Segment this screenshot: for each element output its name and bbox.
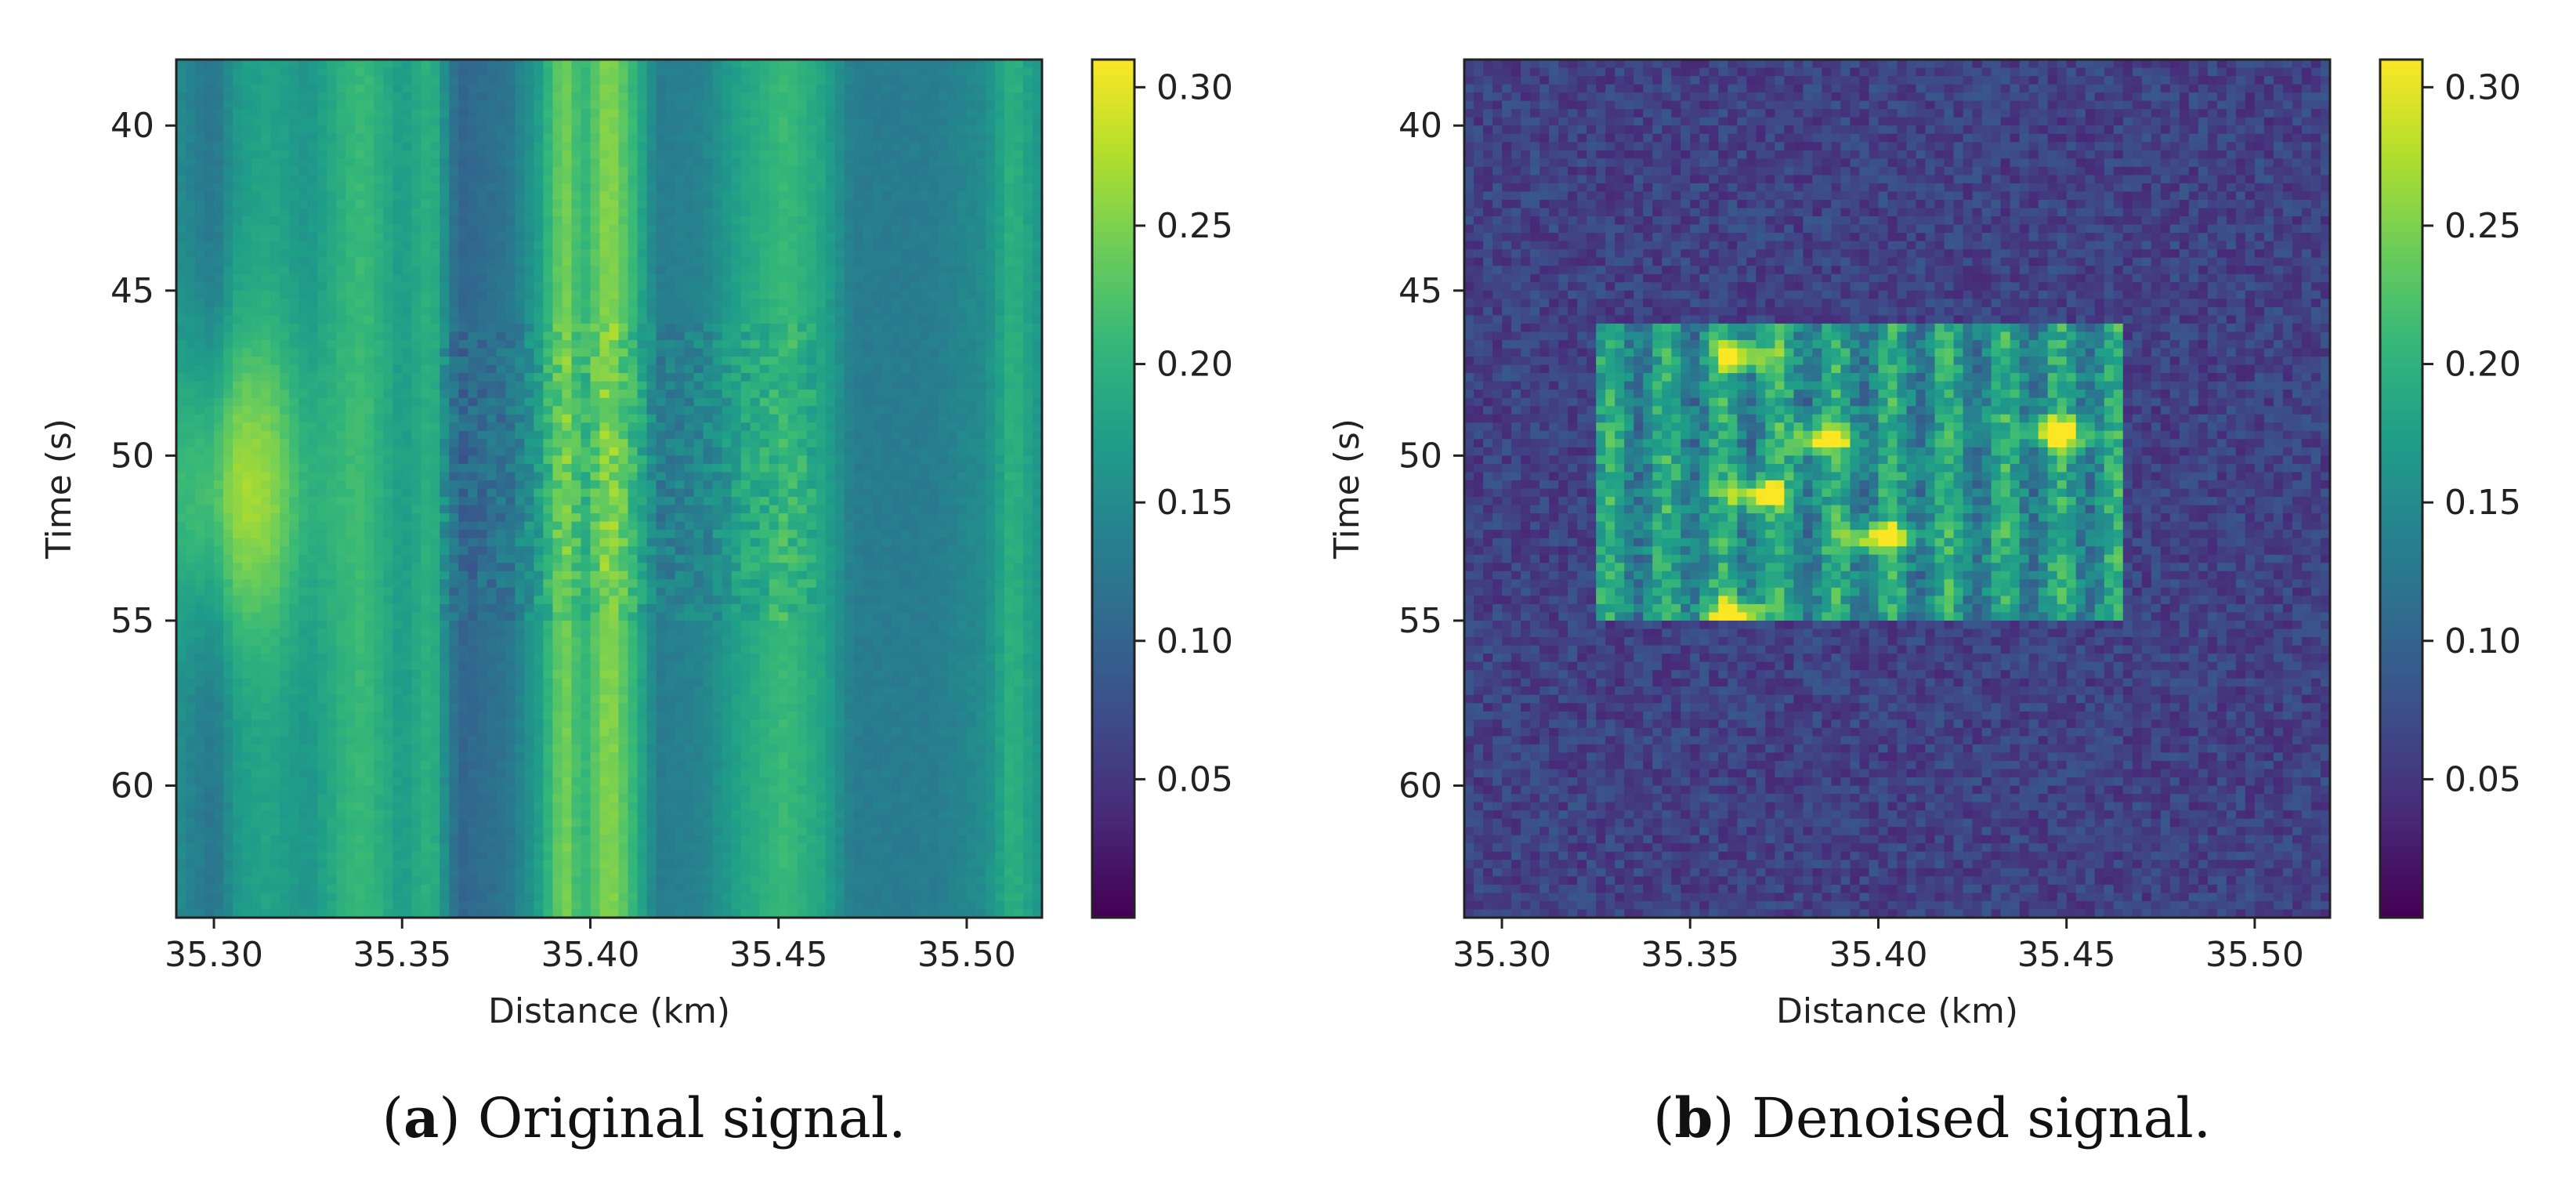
colorbar	[2380, 60, 2422, 918]
x-tick-label: 35.45	[729, 935, 828, 975]
x-tick-label: 35.30	[1453, 935, 1551, 975]
y-tick-label: 50	[110, 436, 154, 476]
heatmap-chart-original: 35.30 35.35 35.40 35.45 35.50 40 45 50 55 60 Dista…	[39, 58, 1233, 1031]
y-tick-label: 45	[110, 271, 154, 311]
x-tick-label: 35.45	[2017, 935, 2116, 975]
colorbar-tick-label: 0.30	[1156, 67, 1233, 107]
axes-frame	[175, 58, 1044, 919]
x-tick-label: 35.30	[165, 935, 263, 975]
axes-frame	[1463, 58, 2332, 919]
colorbar	[1092, 60, 1134, 918]
x-tick-label: 35.40	[541, 935, 639, 975]
heatmap-chart-denoised: 35.30 35.35 35.40 35.45 35.50 40 45 50 55 60 Dista…	[1327, 58, 2521, 1031]
y-tick-label: 40	[110, 106, 154, 146]
colorbar-tick-label: 0.20	[2444, 345, 2521, 385]
colorbar-tick-label: 0.20	[1156, 345, 1233, 385]
x-tick-label: 35.50	[917, 935, 1016, 975]
y-tick-label: 40	[1398, 106, 1442, 146]
panel-original-signal: 35.30 35.35 35.40 35.45 35.50 40 45 50 55 60 Dista…	[39, 58, 1233, 1150]
x-axis-label: Distance (km)	[1776, 991, 2018, 1031]
heatmap-image	[176, 60, 1043, 918]
y-tick-label: 55	[1398, 601, 1442, 641]
colorbar-tick-label: 0.10	[2444, 621, 2521, 661]
colorbar-tick-label: 0.05	[1156, 759, 1233, 799]
caption-original: (a) Original signal.	[382, 1085, 906, 1150]
colorbar-frame	[2379, 58, 2424, 919]
caption-label: a	[403, 1085, 440, 1150]
colorbar-frame	[1091, 58, 1136, 919]
y-axis-label: Time (s)	[1327, 418, 1367, 560]
x-tick-label: 35.35	[353, 935, 451, 975]
x-tick-label: 35.40	[1829, 935, 1927, 975]
y-tick-label: 60	[110, 766, 154, 806]
x-axis-label: Distance (km)	[488, 991, 730, 1031]
panel-denoised-signal: 35.30 35.35 35.40 35.45 35.50 40 45 50 55 60 Dista…	[1288, 0, 2576, 1188]
y-tick-label: 45	[1398, 271, 1442, 311]
colorbar-tick-label: 0.05	[2444, 759, 2521, 799]
heatmap-image	[1464, 60, 2331, 918]
caption-denoised: (b) Denoised signal.	[1653, 1085, 2211, 1150]
caption-text: Original signal.	[477, 1086, 906, 1150]
colorbar-tick-label: 0.25	[2444, 206, 2521, 246]
x-tick-label: 35.35	[1641, 935, 1739, 975]
colorbar-tick-label: 0.10	[1156, 621, 1233, 661]
y-tick-label: 50	[1398, 436, 1442, 476]
y-tick-label: 60	[1398, 766, 1442, 806]
colorbar-tick-label: 0.15	[1156, 483, 1233, 523]
colorbar-tick-label: 0.25	[1156, 206, 1233, 246]
y-tick-label: 55	[110, 601, 154, 641]
colorbar-tick-label: 0.30	[2444, 67, 2521, 107]
caption-label: b	[1674, 1085, 1713, 1150]
caption-text: Denoised signal.	[1751, 1086, 2211, 1150]
colorbar-tick-label: 0.15	[2444, 483, 2521, 523]
y-axis-label: Time (s)	[39, 418, 79, 560]
x-tick-label: 35.50	[2205, 935, 2304, 975]
